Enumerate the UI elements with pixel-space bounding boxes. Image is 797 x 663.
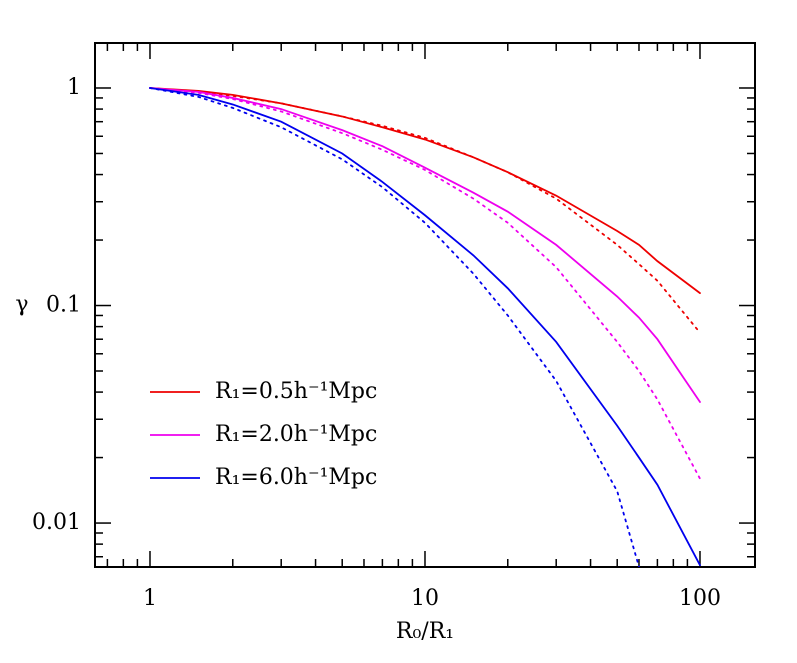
plot-frame [94,42,756,568]
series-line [149,87,701,334]
y-tick-label: 1 [67,75,81,100]
legend-label: R₁=2.0h⁻¹Mpc [215,422,377,447]
legend-label: R₁=0.5h⁻¹Mpc [215,379,377,404]
y-axis-label: γ [15,292,28,317]
x-tick-label: 1 [143,586,157,611]
series-line [149,87,701,480]
series-line [149,87,701,295]
y-tick-label: 0.1 [46,293,81,318]
series-line [149,87,701,403]
series-line [149,87,640,567]
x-axis-label: R₀/R₁ [396,619,454,644]
y-tick-label: 0.01 [32,510,81,535]
series-line [149,87,701,567]
x-tick-label: 10 [411,586,439,611]
x-tick-label: 100 [679,586,721,611]
legend-label: R₁=6.0h⁻¹Mpc [215,465,377,490]
